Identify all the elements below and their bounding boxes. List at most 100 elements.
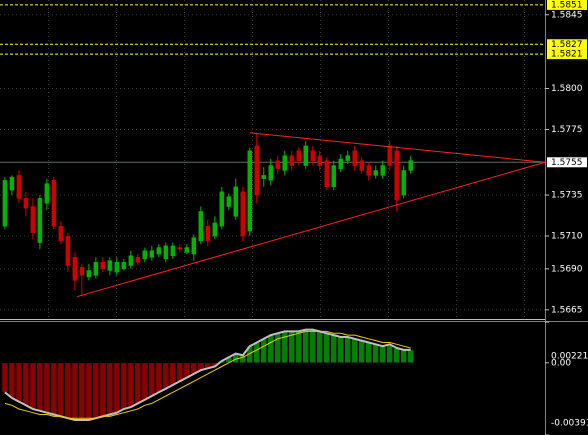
histogram-bar <box>141 362 149 401</box>
y-tick-label: 1.5800 <box>551 84 583 94</box>
candle-body <box>191 237 197 255</box>
candle-body <box>177 247 183 250</box>
price-level-label: 1.5851 <box>551 0 583 10</box>
histogram-bar <box>106 362 114 415</box>
histogram-bar <box>316 331 324 364</box>
histogram-bar <box>400 349 407 364</box>
candle-body <box>72 257 78 281</box>
y-tick-label: 1.5690 <box>551 264 583 274</box>
histogram-bar <box>155 362 163 393</box>
y-tick-label: 1.5775 <box>551 125 583 135</box>
histogram-bar <box>15 362 23 402</box>
histogram-bar <box>393 347 400 364</box>
histogram-bar <box>169 362 177 386</box>
candle-body <box>121 262 127 270</box>
histogram-bar <box>267 334 275 364</box>
candle-body <box>331 165 336 188</box>
candle-body <box>317 155 322 166</box>
histogram-bar <box>120 362 128 410</box>
oscillator-line <box>4 328 411 421</box>
histogram-bar <box>309 329 317 364</box>
candle-body <box>289 155 294 166</box>
histogram-bar <box>64 362 72 419</box>
price-level-label: 1.5821 <box>551 50 583 60</box>
y-tick-label: -0.00391 <box>551 419 588 429</box>
candle-body <box>2 180 8 227</box>
candle-body <box>226 196 232 207</box>
histogram-bar <box>274 332 282 364</box>
candle-body <box>100 262 106 270</box>
histogram-bar <box>302 329 310 364</box>
histogram-bar <box>351 338 359 364</box>
candle-body <box>44 183 50 204</box>
candle-body <box>233 186 239 217</box>
trendline <box>249 132 546 163</box>
y-tick-label: 1.5710 <box>551 232 583 242</box>
candle-body <box>9 176 15 191</box>
candle-body <box>212 222 218 237</box>
candle-body <box>282 155 287 171</box>
histogram-bar <box>8 362 16 399</box>
histogram-bar <box>85 362 93 421</box>
candle-body <box>86 270 92 278</box>
candle-body <box>58 225 64 242</box>
histogram-bar <box>372 344 379 364</box>
histogram-bar <box>260 338 268 364</box>
histogram-bar <box>330 334 338 364</box>
candle-body <box>324 160 329 188</box>
histogram-bar <box>407 349 414 364</box>
histogram-bar <box>29 362 37 410</box>
candle-body <box>79 266 85 276</box>
candle-body <box>205 225 211 242</box>
histogram-bar <box>57 362 65 417</box>
candle-body <box>359 160 364 171</box>
candle-body <box>184 247 190 253</box>
candle-body <box>23 198 29 209</box>
candle-body <box>408 160 413 171</box>
histogram-bar <box>358 340 366 364</box>
candle-body <box>198 211 204 242</box>
candle-body <box>142 250 148 260</box>
candle-body <box>170 245 176 256</box>
candle-body <box>345 155 350 161</box>
histogram-bar <box>22 362 30 406</box>
candle-body <box>296 150 301 161</box>
candle-body <box>268 165 274 181</box>
current-price-box <box>547 157 587 168</box>
candle-body <box>247 150 253 232</box>
candle-body <box>37 198 43 243</box>
histogram-bar <box>92 362 100 419</box>
y-tick-label: 1.5665 <box>551 305 583 315</box>
histogram-bar <box>134 362 142 404</box>
trendline <box>76 161 546 298</box>
histogram-bar <box>344 336 352 364</box>
price-level-box <box>547 39 587 50</box>
candle-body <box>240 191 246 237</box>
candle-body <box>338 158 343 170</box>
candle-body <box>401 170 406 196</box>
histogram-bar <box>253 342 261 364</box>
price-level-label: 1.5827 <box>551 40 583 50</box>
candle-body <box>352 150 357 166</box>
current-price-label: 1.5755 <box>551 158 583 168</box>
histogram-bar <box>50 362 58 415</box>
candle-body <box>387 145 392 166</box>
histogram-bar <box>148 362 156 397</box>
histogram-bar <box>99 362 107 417</box>
y-tick-label: 1.5845 <box>551 10 583 20</box>
histogram-bar <box>113 362 121 413</box>
histogram-bar <box>295 331 303 364</box>
candle-body <box>93 262 99 276</box>
candle-body <box>156 247 162 255</box>
candle-body <box>219 191 225 227</box>
candle-body <box>310 150 315 161</box>
histogram-bar <box>43 362 51 413</box>
candle-body <box>366 165 371 176</box>
price-level-box <box>547 49 587 60</box>
candle-body <box>135 257 141 263</box>
candle-body <box>149 250 155 258</box>
candle-body <box>254 145 260 196</box>
y-tick-label: 1.5735 <box>551 191 583 201</box>
